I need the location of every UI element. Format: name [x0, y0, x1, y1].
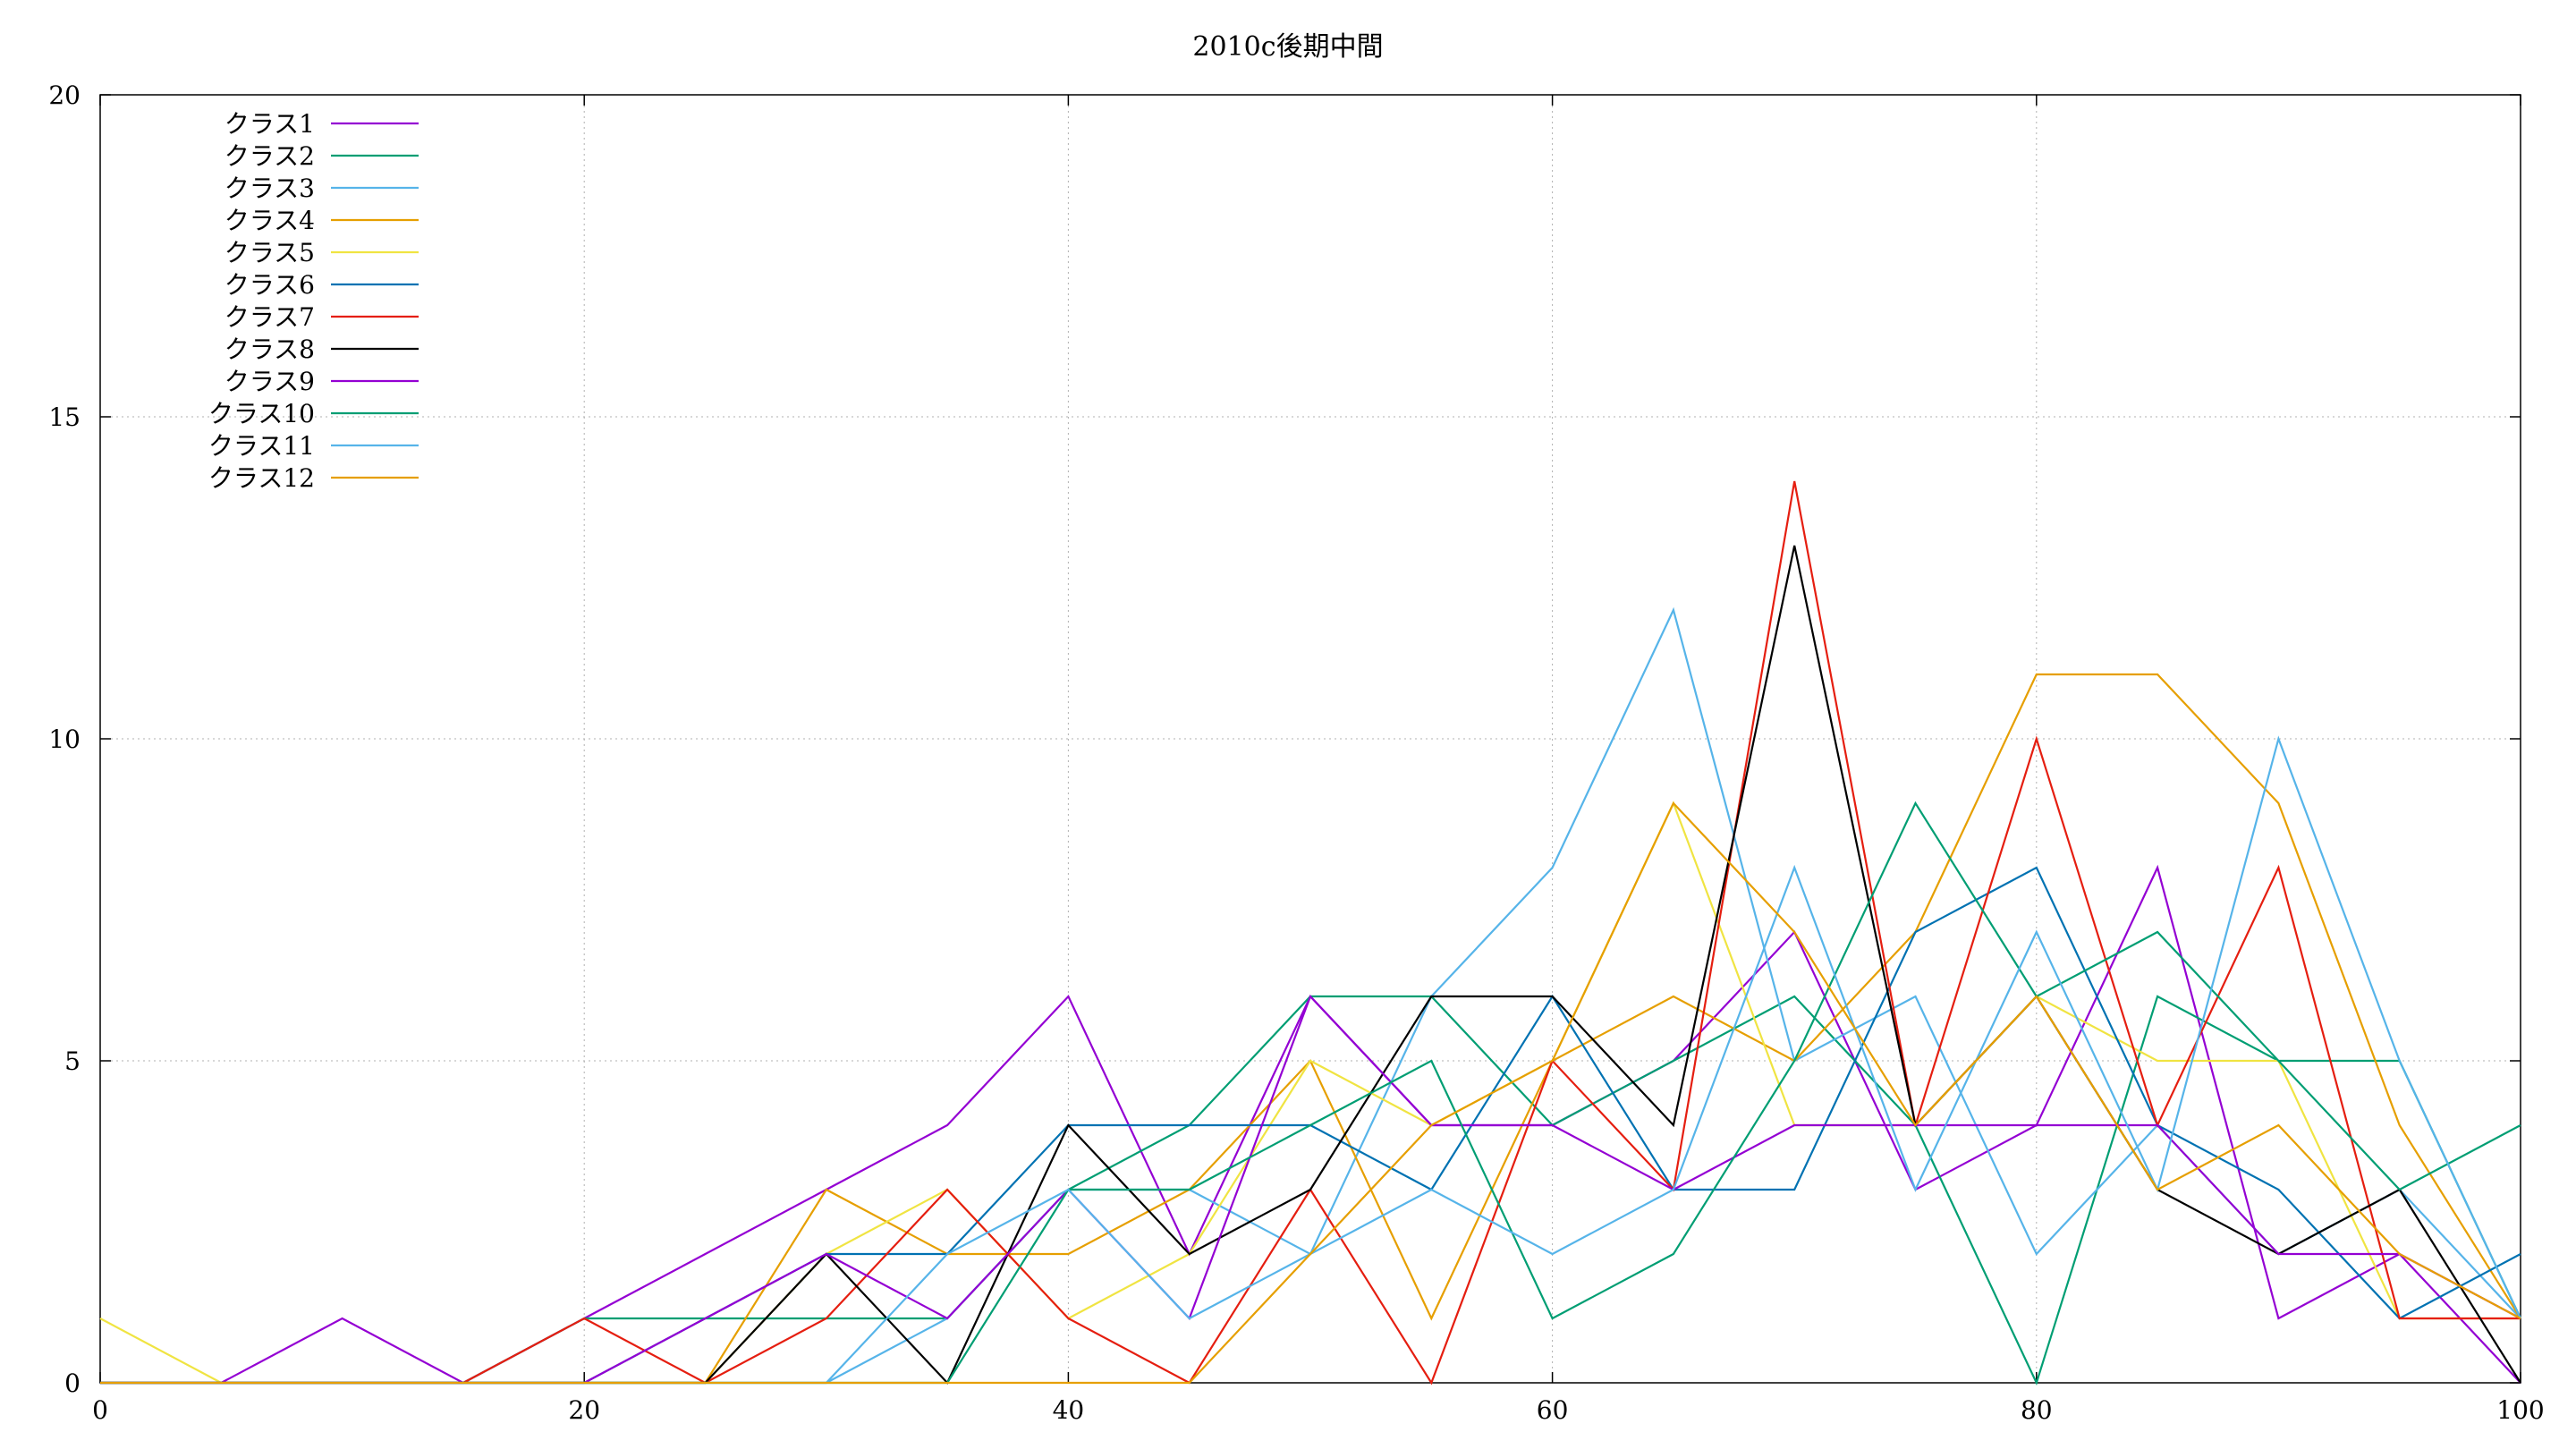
legend-label: クラス12: [208, 463, 315, 493]
x-tick-label: 0: [92, 1395, 108, 1425]
legend-label: クラス2: [225, 141, 315, 171]
x-tick-label: 60: [1537, 1395, 1569, 1425]
series-lines: [99, 480, 2521, 1386]
y-tick-label: 15: [48, 402, 80, 432]
legend-label: クラス5: [225, 238, 315, 267]
legend-label: クラス7: [225, 302, 315, 332]
y-tick-label: 10: [48, 724, 80, 754]
y-tick-label: 5: [64, 1046, 80, 1076]
y-tick-label: 0: [64, 1368, 80, 1398]
x-tick-label: 100: [2496, 1395, 2544, 1425]
series-line-12: [100, 801, 2521, 1385]
legend-label: クラス10: [208, 399, 315, 428]
legend-label: クラス6: [225, 270, 315, 300]
legend-label: クラス3: [225, 174, 315, 203]
legend-label: クラス1: [225, 109, 315, 139]
legend-label: クラス8: [225, 335, 315, 364]
legend-label: クラス9: [225, 367, 315, 396]
grid-lines: [100, 95, 2521, 1383]
axes: 0 20 40 60 80 100 0 5 10 15 20: [48, 80, 2544, 1425]
legend-label: クラス4: [225, 206, 315, 235]
x-tick-label: 80: [2021, 1395, 2053, 1425]
y-tick-label: 20: [48, 80, 80, 110]
legend-label: クラス11: [208, 431, 315, 461]
x-tick-label: 40: [1053, 1395, 1085, 1425]
chart-title: 2010c後期中間: [1192, 31, 1383, 63]
x-tick-label: 20: [568, 1395, 600, 1425]
